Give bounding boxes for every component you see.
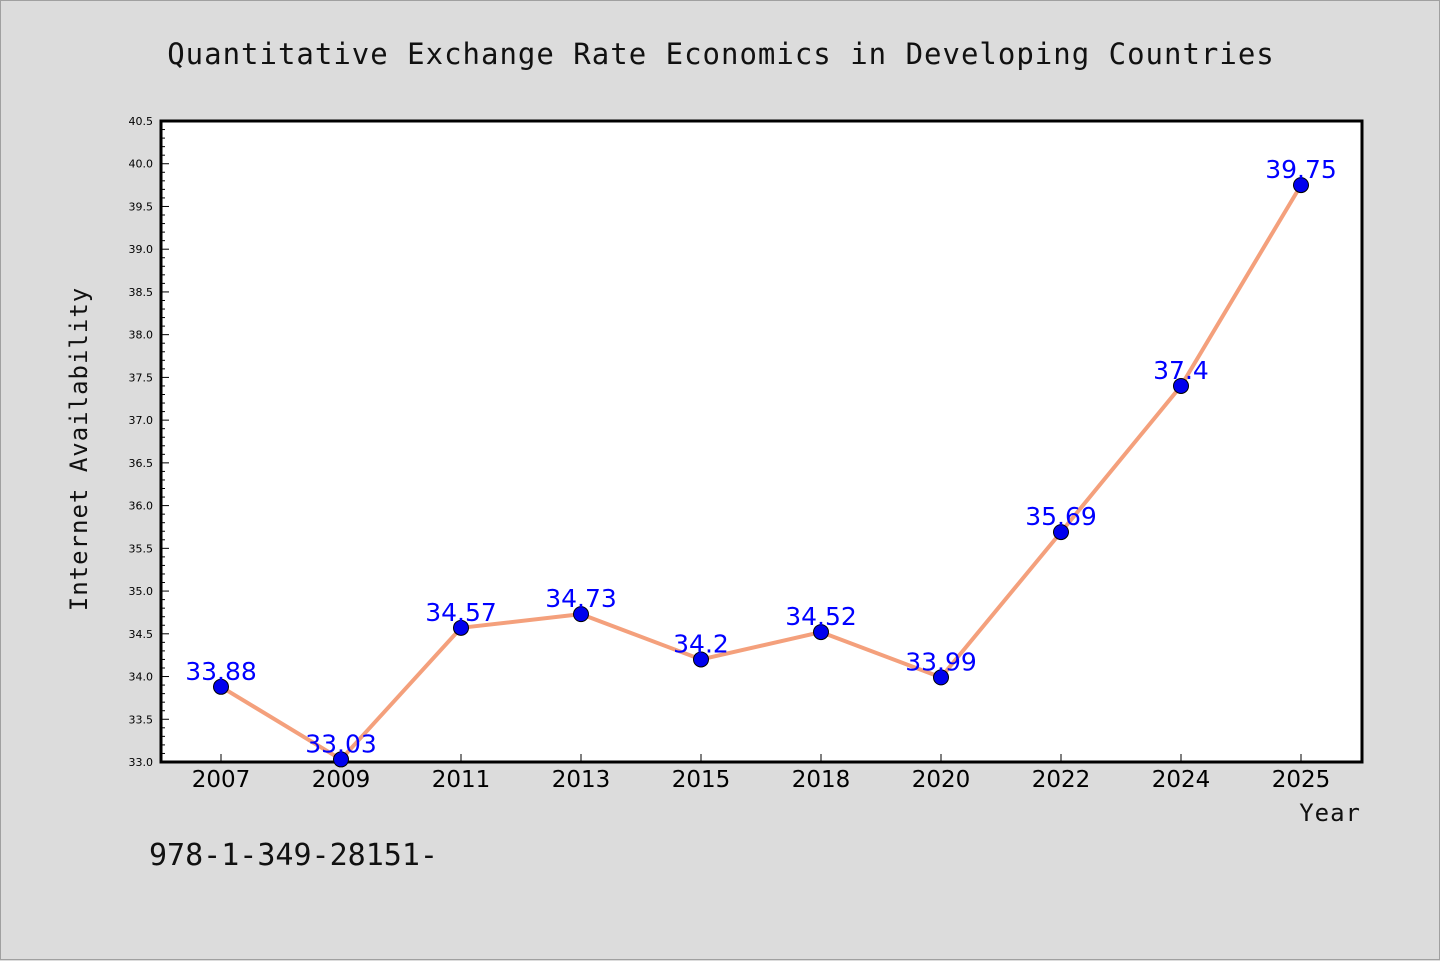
data-label: 34.57 — [425, 598, 497, 627]
y-axis: 33.0 33.5 34.0 34.5 35.0 35.5 36.0 36.5 37.0 37.5… — [129, 115, 169, 769]
x-tick-label: 2024 — [1152, 767, 1211, 793]
y-axis-label: Internet Availability — [65, 287, 93, 611]
data-point — [333, 751, 349, 768]
data-point — [1173, 377, 1189, 394]
series-layer — [213, 177, 1309, 768]
footnote-isbn: 978-1-349-28151- — [149, 838, 438, 873]
data-label: 34.52 — [785, 602, 857, 631]
data-point — [813, 624, 829, 641]
y-tick-label: 33.5 — [129, 713, 154, 726]
x-tick-label: 2011 — [432, 767, 491, 793]
y-tick-label: 33.0 — [129, 756, 154, 769]
x-tick-label: 2015 — [672, 767, 731, 793]
data-label: 34.73 — [545, 584, 617, 613]
y-tick-label: 35.5 — [129, 542, 154, 555]
x-tick-label: 2007 — [192, 767, 251, 793]
y-tick-label: 34.0 — [129, 671, 154, 684]
x-tick-label: 2018 — [792, 767, 851, 793]
x-axis-label: Year — [1299, 799, 1361, 827]
x-tick-label: 2020 — [912, 767, 971, 793]
y-tick-label: 38.5 — [129, 286, 154, 299]
data-point — [573, 606, 589, 623]
data-label: 33.03 — [305, 729, 377, 758]
y-tick-label: 40.5 — [129, 115, 154, 128]
data-label: 34.2 — [673, 629, 729, 658]
data-point — [453, 619, 469, 636]
data-label: 37.4 — [1153, 356, 1209, 385]
y-tick-label: 35.0 — [129, 585, 154, 598]
chart-title: Quantitative Exchange Rate Economics in … — [167, 37, 1275, 71]
series-line — [219, 183, 1303, 762]
data-point — [1053, 524, 1069, 541]
data-label: 39.75 — [1265, 155, 1337, 184]
y-tick-label: 37.5 — [129, 371, 154, 384]
y-tick-label: 40.0 — [129, 158, 154, 171]
y-tick-label: 39.0 — [129, 243, 154, 256]
x-tick-label: 2022 — [1032, 767, 1091, 793]
x-tick-label: 2009 — [312, 767, 371, 793]
y-tick-label: 36.0 — [129, 500, 154, 513]
data-labels: 33.88 33.03 34.57 34.73 34.2 34.52 33.99 35.69 3… — [185, 155, 1337, 758]
data-point — [933, 669, 949, 686]
data-point — [693, 651, 709, 668]
y-tick-label: 37.0 — [129, 414, 154, 427]
data-point — [1293, 177, 1309, 194]
plot-area — [159, 119, 1364, 764]
y-tick-label: 36.5 — [129, 457, 154, 470]
y-tick-label: 39.5 — [129, 200, 154, 213]
y-tick-label: 34.5 — [129, 628, 154, 641]
x-tick-label: 2025 — [1272, 767, 1331, 793]
data-label: 33.88 — [185, 657, 257, 686]
data-label: 35.69 — [1025, 502, 1097, 531]
y-tick-label: 38.0 — [129, 329, 154, 342]
data-point — [213, 678, 229, 695]
x-tick-label: 2013 — [552, 767, 611, 793]
x-axis: 2007 2009 2011 2013 2015 2018 2020 2022 2024 2025 — [192, 754, 1331, 793]
data-label: 33.99 — [905, 647, 977, 676]
